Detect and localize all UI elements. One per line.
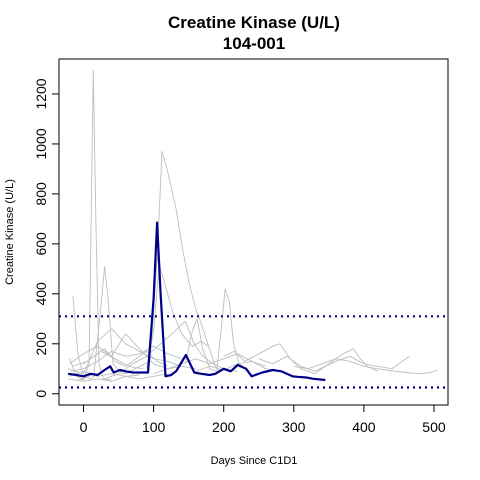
x-tick-label: 100 <box>142 419 166 435</box>
x-tick-label: 200 <box>212 419 236 435</box>
background-series-line <box>69 370 140 377</box>
x-axis: 0 100 200 300 400 500 <box>80 404 446 435</box>
background-series-line <box>69 333 182 370</box>
x-axis-label: Days Since C1D1 <box>211 455 298 467</box>
chart-subtitle: 104-001 <box>223 34 285 53</box>
y-tick-label: 1000 <box>33 128 49 159</box>
highlight-series-group <box>67 221 326 382</box>
background-series-group <box>67 69 438 382</box>
y-axis-label: Creatine Kinase (U/L) <box>4 179 16 285</box>
background-series-line <box>72 350 144 370</box>
chart-title: Creatine Kinase (U/L) <box>168 13 340 32</box>
y-tick-label: 0 <box>33 390 49 398</box>
background-series-line <box>67 328 196 375</box>
background-series-line <box>184 288 247 372</box>
background-series-line <box>223 343 379 375</box>
x-tick-label: 500 <box>422 419 446 435</box>
background-series-line <box>77 69 112 381</box>
y-tick-label: 800 <box>33 182 49 206</box>
background-series-line <box>69 265 133 380</box>
y-tick-label: 600 <box>33 232 49 256</box>
background-series-line <box>104 320 238 380</box>
highlight-series-line <box>67 221 326 382</box>
background-series-line <box>195 360 280 372</box>
x-tick-label: 400 <box>352 419 376 435</box>
background-series-line <box>153 353 266 375</box>
y-axis: 0 200 400 600 800 1000 1200 <box>33 78 60 398</box>
reference-lines-group <box>59 315 448 389</box>
background-series-line <box>258 355 410 372</box>
background-series-line <box>72 296 98 380</box>
background-series-line <box>83 348 168 367</box>
background-series-line <box>293 358 438 375</box>
y-tick-label: 400 <box>33 282 49 306</box>
x-tick-label: 0 <box>80 419 88 435</box>
background-series-line <box>68 373 168 382</box>
y-tick-label: 1200 <box>33 78 49 109</box>
background-series-line <box>125 150 221 375</box>
background-series-line <box>146 263 209 369</box>
y-tick-label: 200 <box>33 332 49 356</box>
x-tick-label: 300 <box>282 419 306 435</box>
